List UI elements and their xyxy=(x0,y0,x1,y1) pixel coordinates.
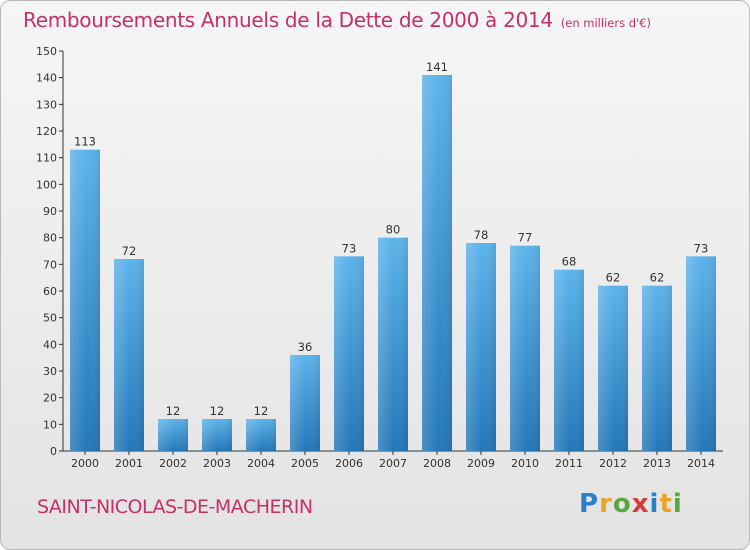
bar-shine xyxy=(70,149,100,451)
bar-shine xyxy=(246,419,276,451)
bar-shine xyxy=(202,419,232,451)
proxiti-logo: Proxiti xyxy=(579,489,683,519)
x-tick-label: 2009 xyxy=(467,457,495,470)
bar-shine xyxy=(334,256,364,451)
chart-title-text: Remboursements Annuels de la Dette de 20… xyxy=(23,8,553,32)
data-label: 77 xyxy=(518,231,533,245)
bar-shine xyxy=(598,285,628,451)
data-label: 80 xyxy=(386,223,401,237)
data-label: 78 xyxy=(474,228,489,242)
y-tick-label: 90 xyxy=(43,205,57,218)
y-tick-label: 60 xyxy=(43,285,57,298)
logo-letter: x xyxy=(631,489,650,519)
data-label: 36 xyxy=(298,340,313,354)
y-tick-label: 110 xyxy=(36,152,57,165)
bar-shine xyxy=(158,419,188,451)
y-tick-label: 20 xyxy=(43,392,57,405)
logo-letter: r xyxy=(599,489,613,519)
chart-unit: (en milliers d'€) xyxy=(560,16,651,30)
y-tick-label: 80 xyxy=(43,232,57,245)
bar-shine xyxy=(466,243,496,451)
data-label: 12 xyxy=(166,404,181,418)
y-tick-label: 120 xyxy=(36,125,57,138)
bar-shine xyxy=(642,285,672,451)
logo-letter: i xyxy=(672,489,683,519)
bar-shine xyxy=(686,256,716,451)
data-label: 73 xyxy=(694,241,709,255)
data-label: 62 xyxy=(606,271,621,285)
data-label: 12 xyxy=(254,404,269,418)
data-label: 113 xyxy=(74,135,96,149)
bar-shine xyxy=(422,75,452,451)
y-tick-label: 0 xyxy=(50,445,57,458)
bar-shine xyxy=(290,355,320,451)
x-tick-label: 2000 xyxy=(71,457,99,470)
x-tick-label: 2002 xyxy=(159,457,187,470)
x-tick-label: 2005 xyxy=(291,457,319,470)
chart-title: Remboursements Annuels de la Dette de 20… xyxy=(23,8,651,32)
bar-shine xyxy=(378,237,408,451)
logo-letter: P xyxy=(579,489,600,519)
x-tick-label: 2006 xyxy=(335,457,363,470)
x-tick-label: 2007 xyxy=(379,457,407,470)
data-label: 62 xyxy=(650,271,665,285)
x-tick-label: 2014 xyxy=(687,457,715,470)
x-tick-label: 2011 xyxy=(555,457,583,470)
logo-letter: o xyxy=(612,489,632,519)
x-tick-label: 2008 xyxy=(423,457,451,470)
logo-letter: t xyxy=(659,489,673,519)
x-tick-label: 2004 xyxy=(247,457,275,470)
y-tick-label: 70 xyxy=(43,258,57,271)
data-label: 12 xyxy=(210,404,225,418)
data-label: 72 xyxy=(122,244,137,258)
y-tick-label: 50 xyxy=(43,312,57,325)
bar-shine xyxy=(114,259,144,451)
y-tick-label: 140 xyxy=(36,72,57,85)
data-label: 68 xyxy=(562,255,577,269)
y-tick-label: 30 xyxy=(43,365,57,378)
x-tick-label: 2013 xyxy=(643,457,671,470)
y-tick-label: 10 xyxy=(43,418,57,431)
x-tick-label: 2001 xyxy=(115,457,143,470)
x-tick-label: 2012 xyxy=(599,457,627,470)
x-tick-label: 2010 xyxy=(511,457,539,470)
bar-shine xyxy=(510,245,540,451)
x-tick-label: 2003 xyxy=(203,457,231,470)
y-tick-label: 150 xyxy=(36,45,57,58)
bar-shine xyxy=(554,269,584,451)
commune-name: SAINT-NICOLAS-DE-MACHERIN xyxy=(37,496,313,518)
y-tick-label: 40 xyxy=(43,338,57,351)
y-tick-label: 100 xyxy=(36,178,57,191)
data-label: 141 xyxy=(426,60,448,74)
data-label: 73 xyxy=(342,241,357,255)
y-tick-label: 130 xyxy=(36,98,57,111)
logo-letter: i xyxy=(649,489,660,519)
